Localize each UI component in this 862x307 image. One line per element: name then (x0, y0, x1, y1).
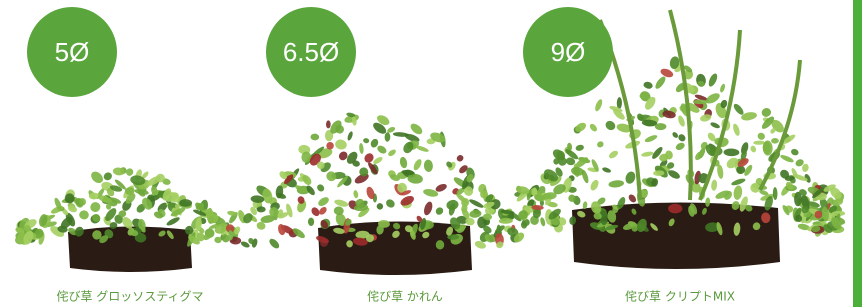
leaf (359, 143, 364, 154)
leaf (384, 198, 396, 210)
leaf (375, 202, 384, 211)
leaf (468, 198, 484, 209)
edge-strip (853, 0, 862, 307)
leaf (771, 138, 779, 144)
leaf (732, 102, 745, 116)
leaf (446, 199, 460, 211)
leaf (334, 138, 348, 150)
leaf (326, 120, 331, 128)
leaf (654, 75, 668, 90)
leaf (372, 156, 384, 166)
leaf (588, 123, 598, 133)
leaf (539, 217, 546, 227)
leaf (773, 187, 778, 200)
leaf (608, 179, 624, 188)
leaf (644, 134, 658, 144)
leaf (399, 156, 408, 169)
leaf (317, 195, 331, 207)
leaf (353, 190, 359, 199)
leaf (627, 193, 637, 204)
leaf (608, 149, 620, 160)
leaf (277, 223, 286, 235)
leaf (716, 164, 724, 179)
leaf (711, 179, 718, 191)
leaf (422, 201, 434, 217)
leaf (589, 179, 600, 192)
leaf (719, 83, 726, 93)
leaf (779, 154, 794, 164)
leaf (384, 132, 390, 142)
leaf (316, 183, 326, 193)
leaf (601, 166, 611, 173)
leaf (334, 198, 349, 208)
product-panel: 5Ø 6.5Ø 9Ø 侘び草 グロッソスティグマ 侘び草 かれん 侘び草 クリプ… (0, 0, 862, 307)
leaf (165, 216, 180, 227)
leaf (250, 195, 264, 204)
caption: 侘び草 かれん (367, 290, 443, 304)
leaf (753, 140, 765, 144)
leaf (668, 204, 682, 214)
leaf (671, 131, 679, 139)
badge-label: 5Ø (55, 37, 90, 67)
badge-label: 6.5Ø (283, 37, 339, 67)
leaf (594, 98, 604, 112)
leaf (347, 131, 354, 142)
leaf (88, 200, 102, 214)
leaf (624, 170, 637, 185)
leaf (333, 206, 344, 216)
leaf (423, 159, 433, 172)
leaf (412, 158, 423, 172)
caption: 侘び草 グロッソスティグマ (56, 290, 203, 304)
leaf (434, 206, 444, 216)
leaf (643, 81, 654, 90)
leaf (376, 144, 388, 155)
leaf (750, 145, 758, 153)
leaf (677, 133, 687, 143)
leaf (318, 206, 329, 217)
leaf (814, 211, 822, 219)
leaf (790, 148, 799, 156)
leaf (733, 185, 743, 200)
leaf (409, 122, 425, 137)
illustration: 5Ø 6.5Ø 9Ø 侘び草 グロッソスティグマ 侘び草 かれん 侘び草 クリプ… (0, 0, 862, 307)
leaf (710, 121, 721, 129)
leaf (78, 210, 89, 221)
leaf (677, 115, 686, 128)
badge-label: 9Ø (551, 37, 586, 67)
leaf (310, 133, 319, 140)
leaf (268, 237, 281, 250)
leaf (363, 138, 370, 144)
leaf (596, 140, 605, 149)
leaf (125, 167, 134, 177)
leaf (675, 141, 686, 151)
leaf (469, 209, 482, 218)
leaf (731, 177, 747, 186)
leaf (732, 123, 741, 137)
leaf (308, 217, 315, 226)
leaf (659, 67, 674, 79)
leaf (575, 144, 585, 152)
leaf (707, 72, 719, 88)
leaf (387, 148, 397, 157)
leaf (604, 119, 617, 132)
leaf (641, 151, 654, 158)
leaf (761, 107, 773, 118)
leaf (102, 171, 113, 182)
leaf (456, 154, 465, 163)
leaf (723, 148, 739, 156)
leaf (756, 131, 766, 141)
leaf (655, 123, 667, 130)
caption: 侘び草 クリプトMIX (625, 290, 735, 304)
